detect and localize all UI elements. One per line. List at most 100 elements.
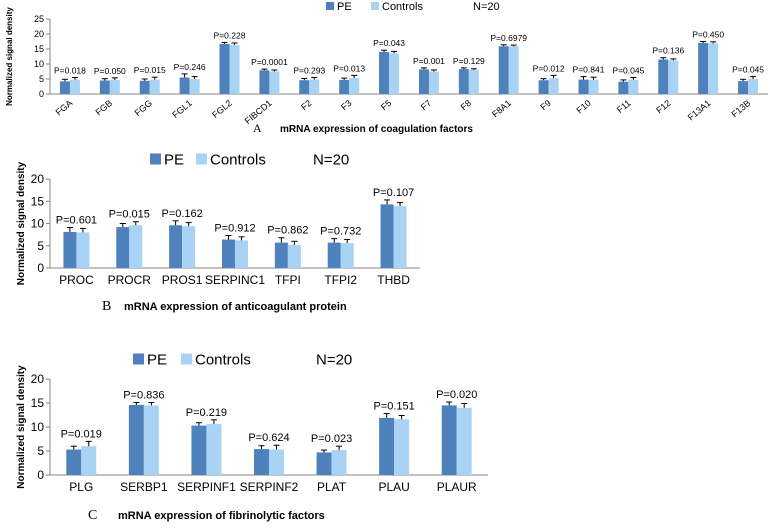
x-tick-label: TFPI bbox=[275, 273, 301, 287]
bar-pe bbox=[316, 452, 332, 475]
bar-pe bbox=[116, 227, 130, 268]
x-tick-label: F13B bbox=[729, 98, 752, 119]
x-tick-label: F5 bbox=[379, 98, 393, 112]
bar-pe bbox=[274, 242, 288, 268]
bar-controls bbox=[69, 79, 80, 94]
x-tick-label: THBD bbox=[377, 273, 410, 287]
bar-pe bbox=[498, 46, 509, 94]
panel-a: 0 5 10 15 20 25 Normalized signal density P=0.0… bbox=[5, 1, 768, 135]
bar-pe bbox=[379, 417, 395, 475]
legend-swatch-pe bbox=[133, 353, 144, 365]
x-tick-label: SERPINC1 bbox=[205, 273, 265, 287]
x-tick-label: FGB bbox=[94, 98, 115, 118]
bar-pe bbox=[698, 43, 709, 94]
p-value-label: P=0.246 bbox=[174, 62, 206, 72]
y-tick-label: 15 bbox=[31, 396, 45, 410]
sample-size-label: N=20 bbox=[313, 151, 349, 168]
bar-controls bbox=[548, 78, 559, 94]
bar-controls bbox=[331, 450, 347, 475]
bar-controls bbox=[668, 60, 679, 94]
y-tick-label: 10 bbox=[31, 420, 45, 434]
x-tick-label: SERBP1 bbox=[120, 480, 168, 494]
y-tick-label: 0 bbox=[39, 89, 44, 99]
bar-pe bbox=[66, 449, 82, 475]
y-tick-label: 0 bbox=[37, 261, 44, 275]
bar-controls bbox=[235, 240, 248, 268]
p-value-label: P=0.0001 bbox=[251, 57, 288, 67]
panel-b: 0 5 10 15 20 Normalized signal density P=0.601… bbox=[16, 151, 420, 314]
x-tick-label: F11 bbox=[615, 98, 633, 115]
bar-controls bbox=[76, 232, 90, 268]
bar-pe bbox=[458, 69, 469, 94]
y-tick-label: 5 bbox=[37, 444, 44, 458]
p-value-label: P=0.043 bbox=[373, 38, 405, 48]
bar-controls bbox=[309, 79, 320, 94]
y-tick-label: 15 bbox=[31, 194, 45, 208]
p-value-label: P=0.6979 bbox=[490, 33, 527, 43]
y-tick-label: 5 bbox=[37, 239, 44, 253]
bar-pe bbox=[63, 231, 77, 268]
bar-controls bbox=[468, 70, 479, 94]
bar-pe bbox=[191, 425, 207, 475]
p-value-label: P=0.293 bbox=[293, 66, 325, 76]
panel-letter: A bbox=[253, 121, 262, 135]
x-tick-label: F13A1 bbox=[686, 98, 713, 123]
y-tick-label: 10 bbox=[31, 217, 45, 231]
x-tick-label: F7 bbox=[419, 98, 433, 112]
bar-pe bbox=[339, 79, 350, 94]
bar-pe bbox=[259, 70, 270, 94]
p-value-label: P=0.045 bbox=[732, 65, 764, 75]
legend-swatch-controls bbox=[196, 153, 207, 165]
legend-swatch-controls bbox=[181, 353, 192, 365]
p-value-label: P=0.012 bbox=[533, 63, 565, 73]
y-tick-label: 0 bbox=[37, 468, 44, 482]
bar-pe bbox=[418, 69, 429, 94]
bar-controls bbox=[393, 206, 407, 268]
legend-label-pe: PE bbox=[147, 351, 167, 368]
bar-controls bbox=[628, 79, 639, 94]
bar-pe bbox=[538, 80, 549, 94]
x-tick-label: PLG bbox=[69, 480, 93, 494]
p-value-label: P=0.732 bbox=[320, 226, 361, 238]
p-value-label: P=0.015 bbox=[134, 65, 166, 75]
p-value-label: P=0.862 bbox=[267, 225, 308, 237]
x-tick-label: PLAUR bbox=[437, 480, 477, 494]
x-tick-label: SERPINF1 bbox=[177, 480, 236, 494]
bar-pe bbox=[327, 242, 341, 268]
p-value-label: P=0.162 bbox=[161, 208, 202, 220]
p-value-label: P=0.151 bbox=[373, 401, 414, 413]
x-tick-label: SERPINF2 bbox=[240, 480, 299, 494]
y-tick-label: 20 bbox=[31, 372, 45, 386]
bar-controls bbox=[182, 226, 196, 268]
bar-controls bbox=[269, 449, 284, 475]
legend-label-controls: Controls bbox=[210, 151, 266, 168]
bar-controls bbox=[206, 424, 222, 475]
bar-pe bbox=[299, 80, 310, 94]
p-value-label: P=0.045 bbox=[612, 66, 644, 76]
x-tick-label: FGA bbox=[54, 98, 75, 118]
bar-controls bbox=[389, 53, 400, 94]
bar-controls bbox=[708, 43, 719, 94]
x-tick-label: F10 bbox=[574, 98, 592, 116]
p-value-label: P=0.450 bbox=[692, 30, 724, 40]
x-tick-label: PROS1 bbox=[162, 273, 203, 287]
bar-pe bbox=[738, 81, 749, 94]
y-tick-label: 5 bbox=[39, 74, 44, 84]
p-value-label: P=0.624 bbox=[248, 432, 289, 444]
p-value-label: P=0.136 bbox=[652, 46, 684, 56]
p-value-label: P=0.023 bbox=[311, 433, 352, 445]
p-value-label: P=0.015 bbox=[109, 209, 150, 221]
x-tick-label: PLAT bbox=[317, 480, 347, 494]
x-tick-label: F8 bbox=[459, 98, 473, 112]
x-tick-label: F2 bbox=[299, 98, 313, 112]
bar-controls bbox=[287, 244, 301, 268]
y-axis-label: Normalized signal density bbox=[16, 365, 27, 489]
y-tick-label: 20 bbox=[31, 172, 45, 186]
y-tick-label: 25 bbox=[34, 14, 44, 24]
bar-pe bbox=[578, 79, 589, 94]
bar-pe bbox=[380, 204, 394, 268]
legend-swatch-controls bbox=[371, 2, 379, 10]
bar-controls bbox=[229, 44, 240, 94]
p-value-label: P=0.001 bbox=[413, 56, 445, 66]
